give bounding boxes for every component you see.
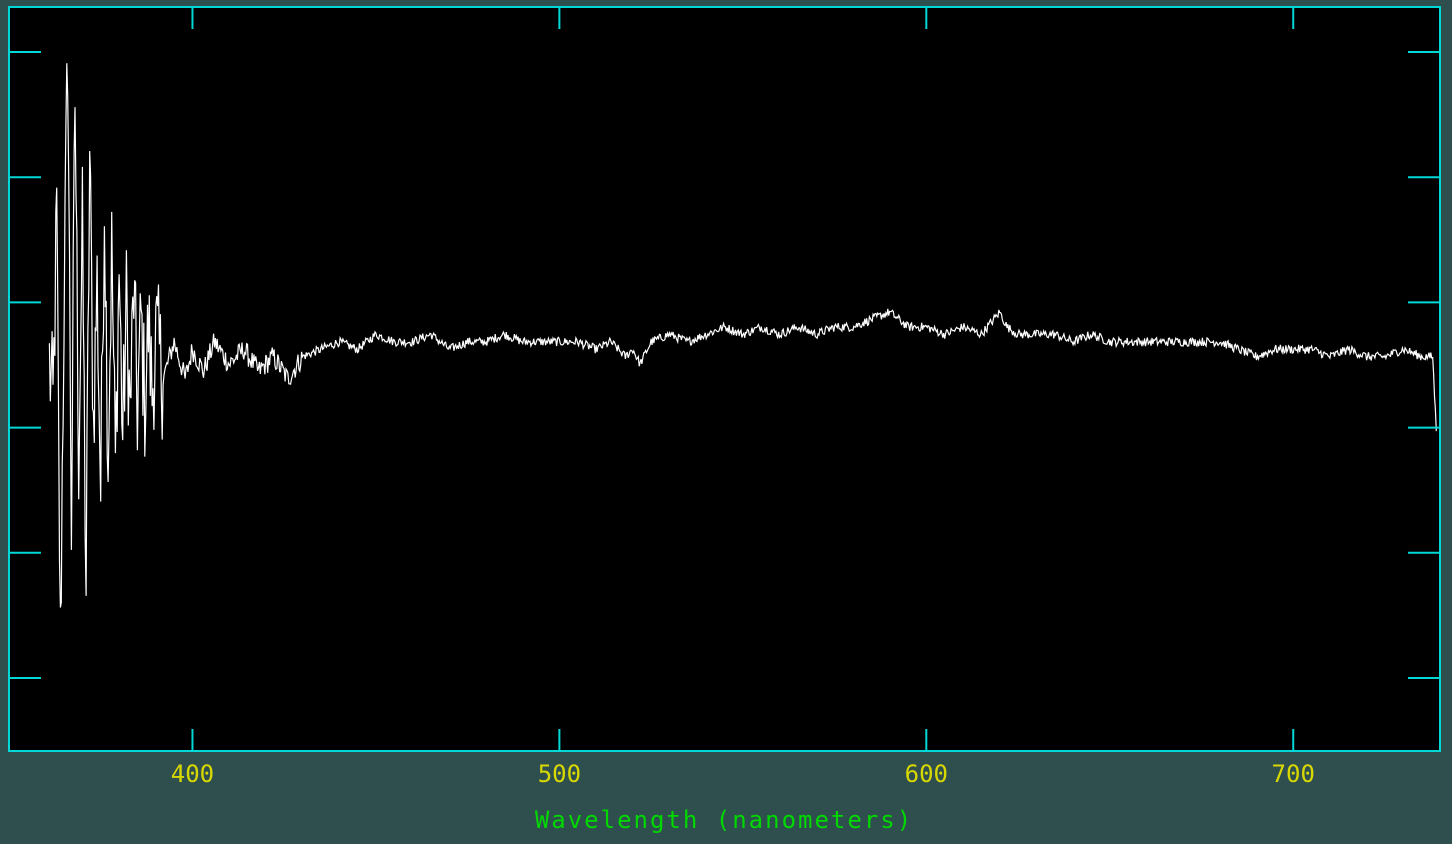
x-axis-label: Wavelength (nanometers) bbox=[535, 806, 913, 834]
plot-area bbox=[9, 7, 1440, 751]
spectrum-trace-group bbox=[48, 63, 1437, 608]
x-tick-label: 400 bbox=[171, 760, 214, 788]
x-tick-label: 600 bbox=[905, 760, 948, 788]
plot-frame bbox=[8, 6, 1441, 752]
axis-ticks bbox=[9, 7, 1440, 751]
x-tick-label: 500 bbox=[538, 760, 581, 788]
x-tick-labels: 400 500 600 700 bbox=[171, 760, 1315, 788]
spectrum-series-line bbox=[48, 63, 1437, 608]
x-tick-label: 700 bbox=[1272, 760, 1315, 788]
